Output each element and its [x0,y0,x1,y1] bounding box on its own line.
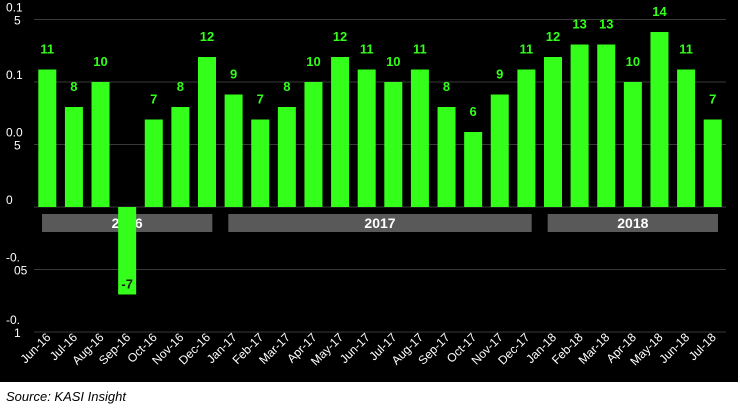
x-tick-label: Jun-16 [18,330,54,366]
chart-panel: 201620172018 11810-778129781012111011869… [0,0,738,382]
year-band-label: 2017 [364,215,395,231]
bars [38,32,722,295]
bar [437,107,456,207]
bar [677,69,696,207]
bar [251,119,270,207]
data-label: 11 [679,42,693,57]
data-label: 13 [572,17,586,32]
data-label: 8 [70,79,77,94]
bar [118,207,137,295]
bar-chart: 201620172018 11810-778129781012111011869… [6,1,726,368]
x-axis-ticks: Jun-16Jul-16Aug-16Sep-16Oct-16Nov-16Dec-… [18,330,719,368]
bar [703,119,722,207]
y-axis-ticks: 0.1 5 0.1 0.0 5 0 -0. 05 -0. 1 [6,1,28,341]
source-note: Source: KASI Insight [6,389,126,404]
data-labels: 11 8 10 -7 7 8 12 9 7 8 10 12 11 10 11 8 6 9 11 12 13 13 10 14 1… [40,4,716,292]
data-label: 10 [626,54,640,69]
bar [464,132,483,207]
data-label: 13 [599,17,613,32]
data-label: 7 [150,92,157,107]
bar [544,57,562,207]
bar [224,94,243,207]
bar [650,32,669,207]
data-label: -7 [121,277,133,292]
y-tick-label: 0.0 5 [6,126,23,153]
data-label: 8 [177,79,184,94]
bar [410,69,429,207]
y-tick-label: 0 [6,193,13,207]
bar [64,107,83,207]
bar [198,57,216,207]
data-label: 11 [360,42,374,57]
year-bands: 201620172018 [42,214,718,232]
data-label: 7 [257,92,264,107]
bar [144,119,163,207]
data-label: 10 [306,54,320,69]
data-label: 12 [546,29,560,44]
bar [277,107,296,207]
bar [623,82,642,207]
year-band [547,214,718,232]
y-tick-label: 0.1 5 [6,1,23,28]
y-tick-label: 0.1 [6,68,23,82]
bar [490,94,509,207]
data-label: 10 [386,54,400,69]
bar [357,69,376,207]
data-label: 11 [520,42,534,57]
data-label: 8 [443,79,450,94]
data-label: 11 [413,42,427,57]
x-tick-label: Jun-18 [656,330,692,366]
data-label: 11 [40,42,54,57]
bar [517,69,536,207]
data-label: 6 [470,104,477,119]
bar [91,82,110,207]
year-band [228,214,532,232]
data-label: 9 [496,67,503,82]
y-tick-label: -0. 1 [6,313,21,340]
bar [304,82,323,207]
gridlines [34,19,726,333]
data-label: 12 [200,29,214,44]
data-label: 14 [652,4,667,19]
year-band-label: 2018 [617,215,648,231]
bar [570,44,589,207]
y-tick-label: -0. 05 [6,251,28,278]
bar [597,44,616,207]
data-label: 7 [709,92,716,107]
data-label: 12 [333,29,347,44]
data-label: 8 [283,79,290,94]
bar [171,107,190,207]
x-tick-label: Jul-18 [686,330,719,363]
bar [331,57,350,207]
bar [384,82,403,207]
bar [38,69,57,207]
data-label: 9 [230,67,237,82]
data-label: 10 [93,54,107,69]
x-tick-label: Jun-17 [337,330,373,366]
